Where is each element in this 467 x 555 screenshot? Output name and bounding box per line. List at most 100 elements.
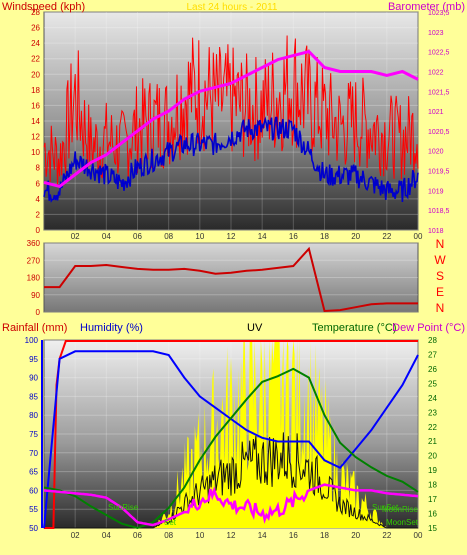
- direction-tick-label: 0: [36, 308, 41, 317]
- direction-axis: 0 90 180 270 360: [27, 239, 41, 317]
- time-tick-label: 10: [195, 531, 204, 540]
- baro-tick-label: 1023: [428, 30, 444, 37]
- baro-tick-label: 1018: [428, 228, 444, 235]
- sunset-label: SunSet: [372, 503, 399, 512]
- humidity-axis: 50 55 60 65 70 75 80 85 90 95 100: [25, 336, 39, 533]
- temperature-tick-label: 16: [428, 510, 437, 519]
- time-tick-label: 04: [102, 232, 111, 241]
- time-tick-label: 22: [382, 531, 391, 540]
- wind-tick-label: 22: [31, 55, 40, 64]
- moonrise-label: MoonRise: [382, 505, 419, 514]
- compass-label: E: [436, 285, 444, 299]
- compass-label: N: [436, 301, 445, 315]
- time-tick-label: 08: [164, 531, 173, 540]
- baro-tick-label: 1019,5: [428, 169, 450, 176]
- baro-tick-label: 1023,5: [428, 10, 450, 17]
- wind-tick-label: 12: [31, 133, 40, 142]
- gust-series: [43, 35, 419, 186]
- temp-time-axis: 02 04 06 08 10 12 14 16 18 20 22 00: [71, 531, 423, 540]
- wind-tick-label: 28: [31, 8, 40, 17]
- baro-title: Barometer (mb): [388, 1, 465, 13]
- wind-series: [43, 35, 419, 203]
- time-tick-label: 18: [320, 232, 329, 241]
- wind-tick-label: 8: [36, 164, 41, 173]
- moonset-label: MoonSet: [386, 518, 419, 527]
- wind-tick-label: 24: [31, 39, 40, 48]
- set-label: Set: [164, 518, 177, 527]
- time-tick-label: 02: [71, 531, 80, 540]
- sunrise-label: SunRise: [108, 503, 139, 512]
- time-tick-label: 20: [351, 232, 360, 241]
- baro-tick-label: 1019: [428, 188, 444, 195]
- temperature-tick-label: 15: [428, 524, 437, 533]
- wind-tick-label: 4: [36, 195, 41, 204]
- temperature-tick-label: 23: [428, 408, 437, 417]
- humidity-tick-label: 100: [25, 336, 39, 345]
- rainfall-title: Rainfall (mm): [2, 322, 67, 334]
- humidity-tick-label: 90: [29, 374, 38, 383]
- humidity-tick-label: 85: [29, 392, 38, 401]
- time-tick-label: 02: [71, 232, 80, 241]
- direction-tick-label: 90: [31, 291, 40, 300]
- baro-tick-label: 1020: [428, 149, 444, 156]
- wind-time-axis: 02 04 06 08 10 12 14 16 18 20 22 00: [71, 232, 423, 241]
- compass-label: N: [436, 237, 445, 251]
- baro-tick-label: 1022: [428, 69, 444, 76]
- temp-hum-panel: Rainfall (mm) Humidity (%) UV Temperatur…: [2, 322, 465, 540]
- time-tick-label: 06: [133, 531, 142, 540]
- humidity-tick-label: 55: [29, 505, 38, 514]
- temperature-tick-label: 18: [428, 481, 437, 490]
- humidity-title: Humidity (%): [80, 322, 143, 334]
- time-tick-label: 10: [195, 232, 204, 241]
- direction-tick-label: 360: [27, 239, 41, 248]
- temp-series: [41, 340, 419, 530]
- temperature-series: [43, 367, 419, 530]
- temperature-title: Temperature (°C): [312, 322, 396, 334]
- direction-tick-label: 270: [27, 256, 41, 265]
- wind-tick-label: 20: [31, 70, 40, 79]
- humidity-tick-label: 70: [29, 449, 38, 458]
- temperature-axis: 15 16 17 18 19 20 21 22 23 24 25 26 27 28: [428, 336, 437, 533]
- baro-tick-label: 1021,5: [428, 89, 450, 96]
- temperature-tick-label: 28: [428, 336, 437, 345]
- uv-title: UV: [247, 322, 263, 334]
- time-tick-label: 16: [289, 232, 298, 241]
- wind-tick-label: 10: [31, 148, 40, 157]
- wind-subtitle: Last 24 hours - 2011: [187, 2, 278, 13]
- temperature-tick-label: 19: [428, 466, 437, 475]
- time-tick-label: 14: [258, 232, 267, 241]
- time-tick-label: 00: [414, 531, 423, 540]
- baro-tick-label: 1018,5: [428, 208, 450, 215]
- temperature-tick-label: 21: [428, 437, 437, 446]
- solar-series: [44, 432, 418, 529]
- wind-tick-label: 2: [36, 210, 41, 219]
- wind-tick-label: 16: [31, 101, 40, 110]
- humidity-tick-label: 75: [29, 430, 38, 439]
- wind-title: Windspeed (kph): [2, 1, 85, 13]
- baro-axis: 1018 1018,5 1019 1019,5 1020 1020,5 1021 1021,5…: [428, 10, 450, 235]
- wind-tick-label: 0: [36, 226, 41, 235]
- time-tick-label: 08: [164, 232, 173, 241]
- direction-plot-area: [43, 242, 419, 313]
- humidity-tick-label: 80: [29, 411, 38, 420]
- wind-baro-panel: Windspeed (kph) Last 24 hours - 2011 Bar…: [2, 1, 465, 241]
- temperature-tick-label: 24: [428, 394, 437, 403]
- barometer-series: [43, 49, 419, 189]
- time-tick-label: 18: [320, 531, 329, 540]
- time-tick-label: 06: [133, 232, 142, 241]
- compass-label: S: [436, 269, 444, 283]
- time-tick-label: 00: [414, 232, 423, 241]
- humidity-tick-label: 60: [29, 486, 38, 495]
- time-tick-label: 16: [289, 531, 298, 540]
- direction-tick-label: 180: [27, 274, 41, 283]
- temperature-tick-label: 20: [428, 452, 437, 461]
- dewpoint-series: [43, 483, 419, 527]
- humidity-tick-label: 65: [29, 468, 38, 477]
- direction-grid: [44, 242, 418, 313]
- temperature-tick-label: 22: [428, 423, 437, 432]
- temperature-tick-label: 25: [428, 379, 437, 388]
